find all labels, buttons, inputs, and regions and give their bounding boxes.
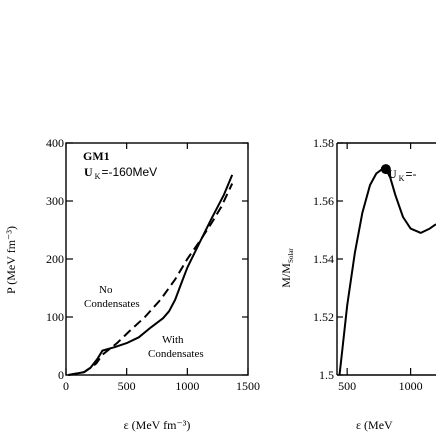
left-xtick-label: 0 <box>63 379 69 393</box>
annotation-param: U K=-160MeV <box>84 165 157 181</box>
left-xtick-label: 1500 <box>236 379 260 393</box>
annotation-param-value: =-160MeV <box>101 165 157 179</box>
right-chart-panel: 1.5 1.52 1.54 1.56 1.58 500 1000 M/MSolar ε (… <box>279 136 436 432</box>
right-ytick-label: 1.58 <box>313 136 334 150</box>
left-ytick-label: 200 <box>46 252 64 266</box>
right-ylabel-sub: Solar <box>287 248 295 263</box>
annotation-param-main: U <box>84 165 93 179</box>
series-line-with-condensates <box>68 174 234 376</box>
left-ytick-label: 400 <box>46 136 64 150</box>
left-xtick-label: 500 <box>118 379 136 393</box>
right-xtick-label: 1000 <box>399 379 423 393</box>
series-label-no-condensates-line2: Condensates <box>84 298 140 310</box>
series-label-with-condensates-line2: Condensates <box>148 348 204 360</box>
left-xtick-label: 1000 <box>175 379 199 393</box>
right-ylabel-main: M/M <box>279 263 293 288</box>
annotation-param-sub: K <box>95 172 101 181</box>
left-ytick-label: 0 <box>58 368 64 382</box>
left-ylabel: P (MeV fm⁻³) <box>4 226 18 294</box>
right-ytick-label: 1.5 <box>319 368 334 382</box>
right-ytick-label: 1.54 <box>313 252 334 266</box>
right-series-line <box>338 168 436 376</box>
right-xlabel: ε (MeV <box>356 418 393 432</box>
right-annotation-param-sub: K <box>399 174 405 183</box>
left-xlabel: ε (MeV fm⁻³) <box>124 418 191 432</box>
left-ytick-label: 300 <box>46 194 64 208</box>
right-xtick-label: 500 <box>338 379 356 393</box>
left-ytick-label: 100 <box>46 310 64 324</box>
max-mass-marker <box>380 164 391 175</box>
right-annotation-param: U K=- <box>388 167 416 183</box>
annotation-title: GM1 <box>83 149 110 163</box>
series-label-no-condensates-line1: No <box>99 284 113 296</box>
right-annotation-param-value: =- <box>405 167 416 181</box>
right-ylabel: M/MSolar <box>279 248 295 288</box>
series-line-no-condensates <box>68 183 234 376</box>
right-ytick-label: 1.56 <box>313 194 334 208</box>
series-label-with-condensates-line1: With <box>162 334 184 346</box>
right-annotation-param-main: U <box>388 167 397 181</box>
right-ytick-label: 1.52 <box>313 310 334 324</box>
